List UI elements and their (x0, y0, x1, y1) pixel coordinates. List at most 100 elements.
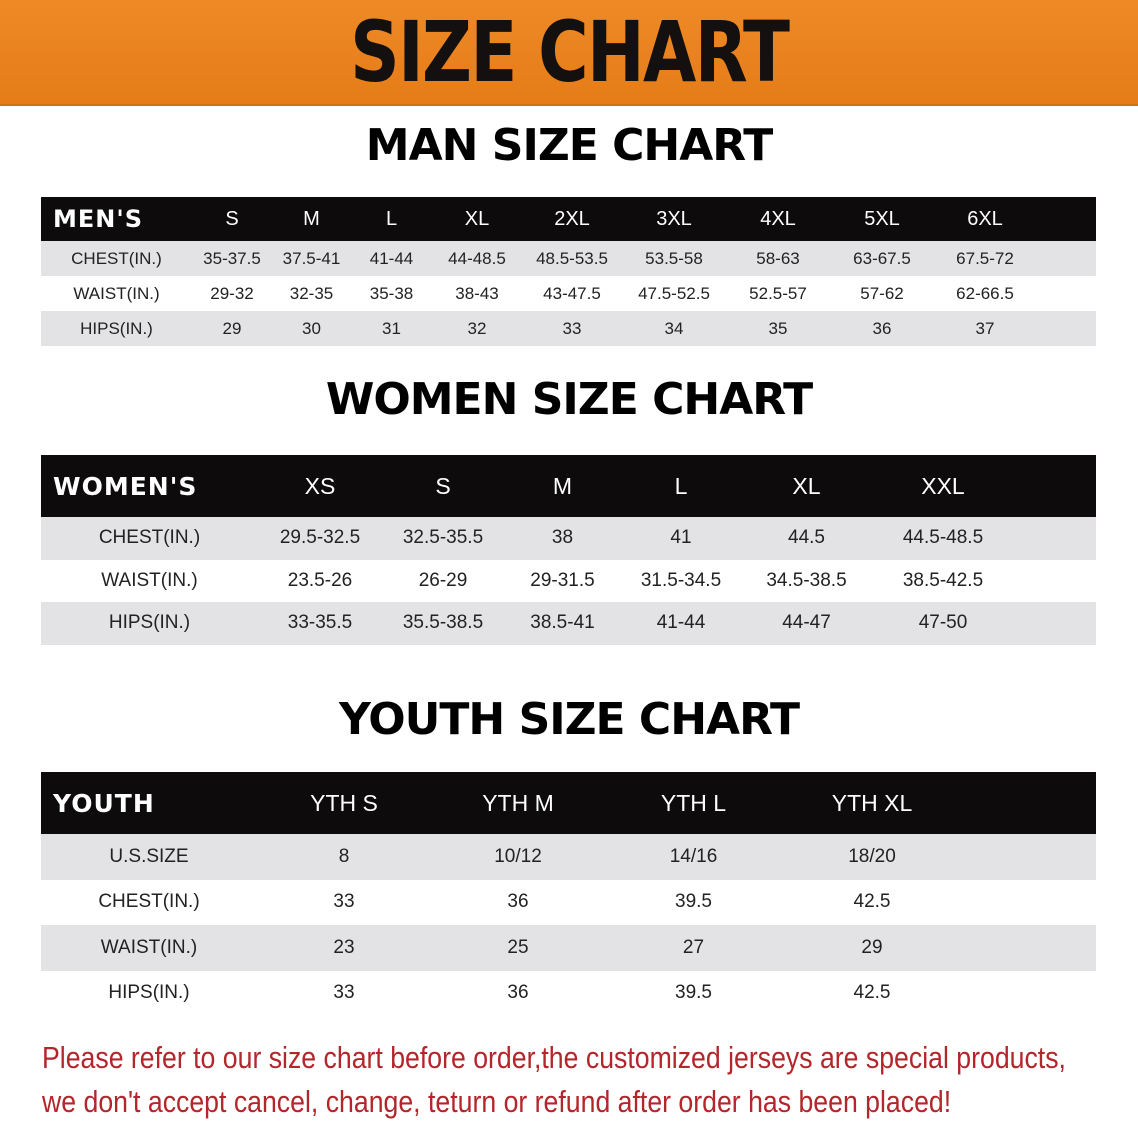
table-cell: 30 (302, 318, 321, 338)
row-label: CHEST(IN.) (98, 891, 200, 913)
table-cell: 42.5 (853, 982, 891, 1004)
table-cell: 33-35.5 (287, 612, 353, 634)
table-cell: 14/16 (669, 845, 718, 867)
table-cell: 58-63 (756, 248, 800, 268)
size-chart-banner: SIZE CHART (0, 0, 1138, 106)
table-cell: L (385, 207, 398, 230)
table-cell: 44-47 (782, 612, 831, 634)
table-cell: 29 (861, 936, 883, 958)
table-row: U.S.SIZE 8 10/12 14/16 18/20 (41, 834, 1096, 880)
table-cell: 36 (507, 982, 529, 1004)
table-cell: 43-47.5 (543, 283, 601, 303)
table-cell: M (552, 472, 573, 499)
table-cell: 41-44 (369, 248, 414, 268)
table-cell: 62-66.5 (956, 283, 1014, 303)
youth-size-table: YOUTH YTH S YTH M YTH L YTH XL U.S.SIZE 8 10/12… (41, 772, 1096, 1016)
table-header-row: MEN'S S M L XL 2XL 3XL 4XL 5XL 6XL (41, 197, 1096, 241)
table-cell: 27 (682, 936, 705, 958)
table-cell: YTH L (660, 789, 727, 816)
table-cell: 4XL (760, 207, 796, 230)
table-cell: L (674, 472, 688, 499)
table-cell: 6XL (967, 207, 1003, 230)
table-cell: S (225, 207, 239, 230)
table-cell: 44.5-48.5 (902, 527, 984, 549)
table-cell: 25 (507, 936, 529, 958)
table-cell: 47-50 (918, 612, 968, 634)
table-cell: XXL (921, 472, 965, 499)
table-cell: 39.5 (675, 982, 712, 1004)
table-cell: 53.5-58 (645, 248, 703, 268)
order-notice: Please refer to our size chart before or… (42, 1036, 1117, 1124)
table-cell: 52.5-57 (749, 283, 807, 303)
table-cell: 8 (338, 845, 350, 867)
table-cell: 33 (562, 318, 582, 338)
row-label: CHEST(IN.) (71, 248, 162, 268)
notice-line-1: Please refer to our size chart before or… (42, 1040, 1066, 1075)
youth-section-title: YOUTH SIZE CHART (338, 694, 800, 745)
table-cell: 35-37.5 (203, 248, 261, 268)
row-label: MEN'S (53, 205, 143, 233)
table-cell: 42.5 (853, 891, 891, 913)
table-cell: 57-62 (860, 283, 904, 303)
row-label: WAIST(IN.) (101, 569, 198, 591)
table-cell: 33 (333, 891, 355, 913)
row-label: U.S.SIZE (109, 845, 189, 867)
table-cell: XL (792, 472, 821, 499)
table-cell: 29 (222, 318, 242, 338)
table-cell: M (303, 207, 320, 230)
table-cell: YTH XL (831, 789, 913, 816)
row-label: WAIST(IN.) (100, 936, 198, 958)
table-cell: 41 (670, 527, 692, 549)
table-cell: 32 (467, 318, 487, 338)
table-row: WAIST(IN.) 23.5-26 26-29 29-31.5 31.5-34.5 34… (41, 559, 1096, 602)
row-label: HIPS(IN.) (108, 612, 191, 634)
row-label: WAIST(IN.) (73, 283, 160, 303)
table-cell: 38-43 (455, 283, 499, 303)
table-row: HIPS(IN.) 33-35.5 35.5-38.5 38.5-41 41-44 44-… (41, 602, 1096, 645)
banner-title: SIZE CHART (349, 3, 790, 101)
table-cell: 39.5 (675, 891, 712, 913)
table-cell: 63-67.5 (853, 248, 911, 268)
row-label: CHEST(IN.) (98, 527, 201, 549)
table-cell: 23.5-26 (287, 569, 353, 591)
table-cell: 38.5-42.5 (902, 569, 984, 591)
table-cell: XL (464, 207, 490, 230)
table-row: HIPS(IN.) 33 36 39.5 42.5 (41, 970, 1096, 1016)
table-cell: 10/12 (494, 845, 542, 867)
table-cell: 34.5-38.5 (766, 569, 847, 591)
table-cell: 5XL (864, 207, 900, 230)
table-cell: 41-44 (656, 612, 706, 634)
table-cell: 67.5-72 (956, 248, 1014, 268)
table-cell: 31 (382, 318, 401, 338)
table-row: CHEST(IN.) 29.5-32.5 32.5-35.5 38 41 44.5 44.5… (41, 517, 1096, 560)
table-cell: 47.5-52.5 (638, 283, 710, 303)
women-section-title: WOMEN SIZE CHART (325, 374, 813, 425)
table-cell: 35 (768, 318, 788, 338)
table-row: WAIST(IN.) 23 25 27 29 (41, 925, 1096, 971)
table-cell: 32-35 (289, 283, 334, 303)
table-cell: 29-32 (210, 283, 254, 303)
women-size-table: WOMEN'S XS S M L XL XXL CHEST(IN.) 29.5-32.5 32.5… (41, 455, 1096, 645)
table-cell: 37 (975, 318, 995, 338)
table-cell: 44.5 (788, 527, 825, 549)
table-cell: 35.5-38.5 (402, 612, 484, 634)
table-row: CHEST(IN.) 33 36 39.5 42.5 (41, 879, 1096, 925)
table-cell: 32.5-35.5 (402, 527, 484, 549)
table-cell: 44-48.5 (448, 248, 506, 268)
table-cell: S (435, 472, 451, 499)
table-cell: 29.5-32.5 (279, 527, 361, 549)
table-cell: YTH S (310, 789, 378, 816)
table-cell: 38.5-41 (530, 612, 595, 634)
table-cell: 34 (664, 318, 684, 338)
table-cell: 35-38 (369, 283, 414, 303)
row-label: YOUTH (53, 788, 155, 818)
table-row: WAIST(IN.) 29-32 32-35 35-38 38-43 43-47.5 47.… (41, 276, 1096, 311)
table-row: CHEST(IN.) 35-37.5 37.5-41 41-44 44-48.5 48.5… (41, 241, 1096, 276)
table-cell: XS (304, 472, 336, 499)
table-cell: 18/20 (848, 845, 896, 867)
table-cell: 38 (551, 527, 574, 549)
table-cell: 33 (333, 982, 355, 1004)
table-cell: YTH M (482, 789, 554, 816)
table-cell: 29-31.5 (530, 569, 595, 591)
row-label: WOMEN'S (53, 471, 198, 501)
